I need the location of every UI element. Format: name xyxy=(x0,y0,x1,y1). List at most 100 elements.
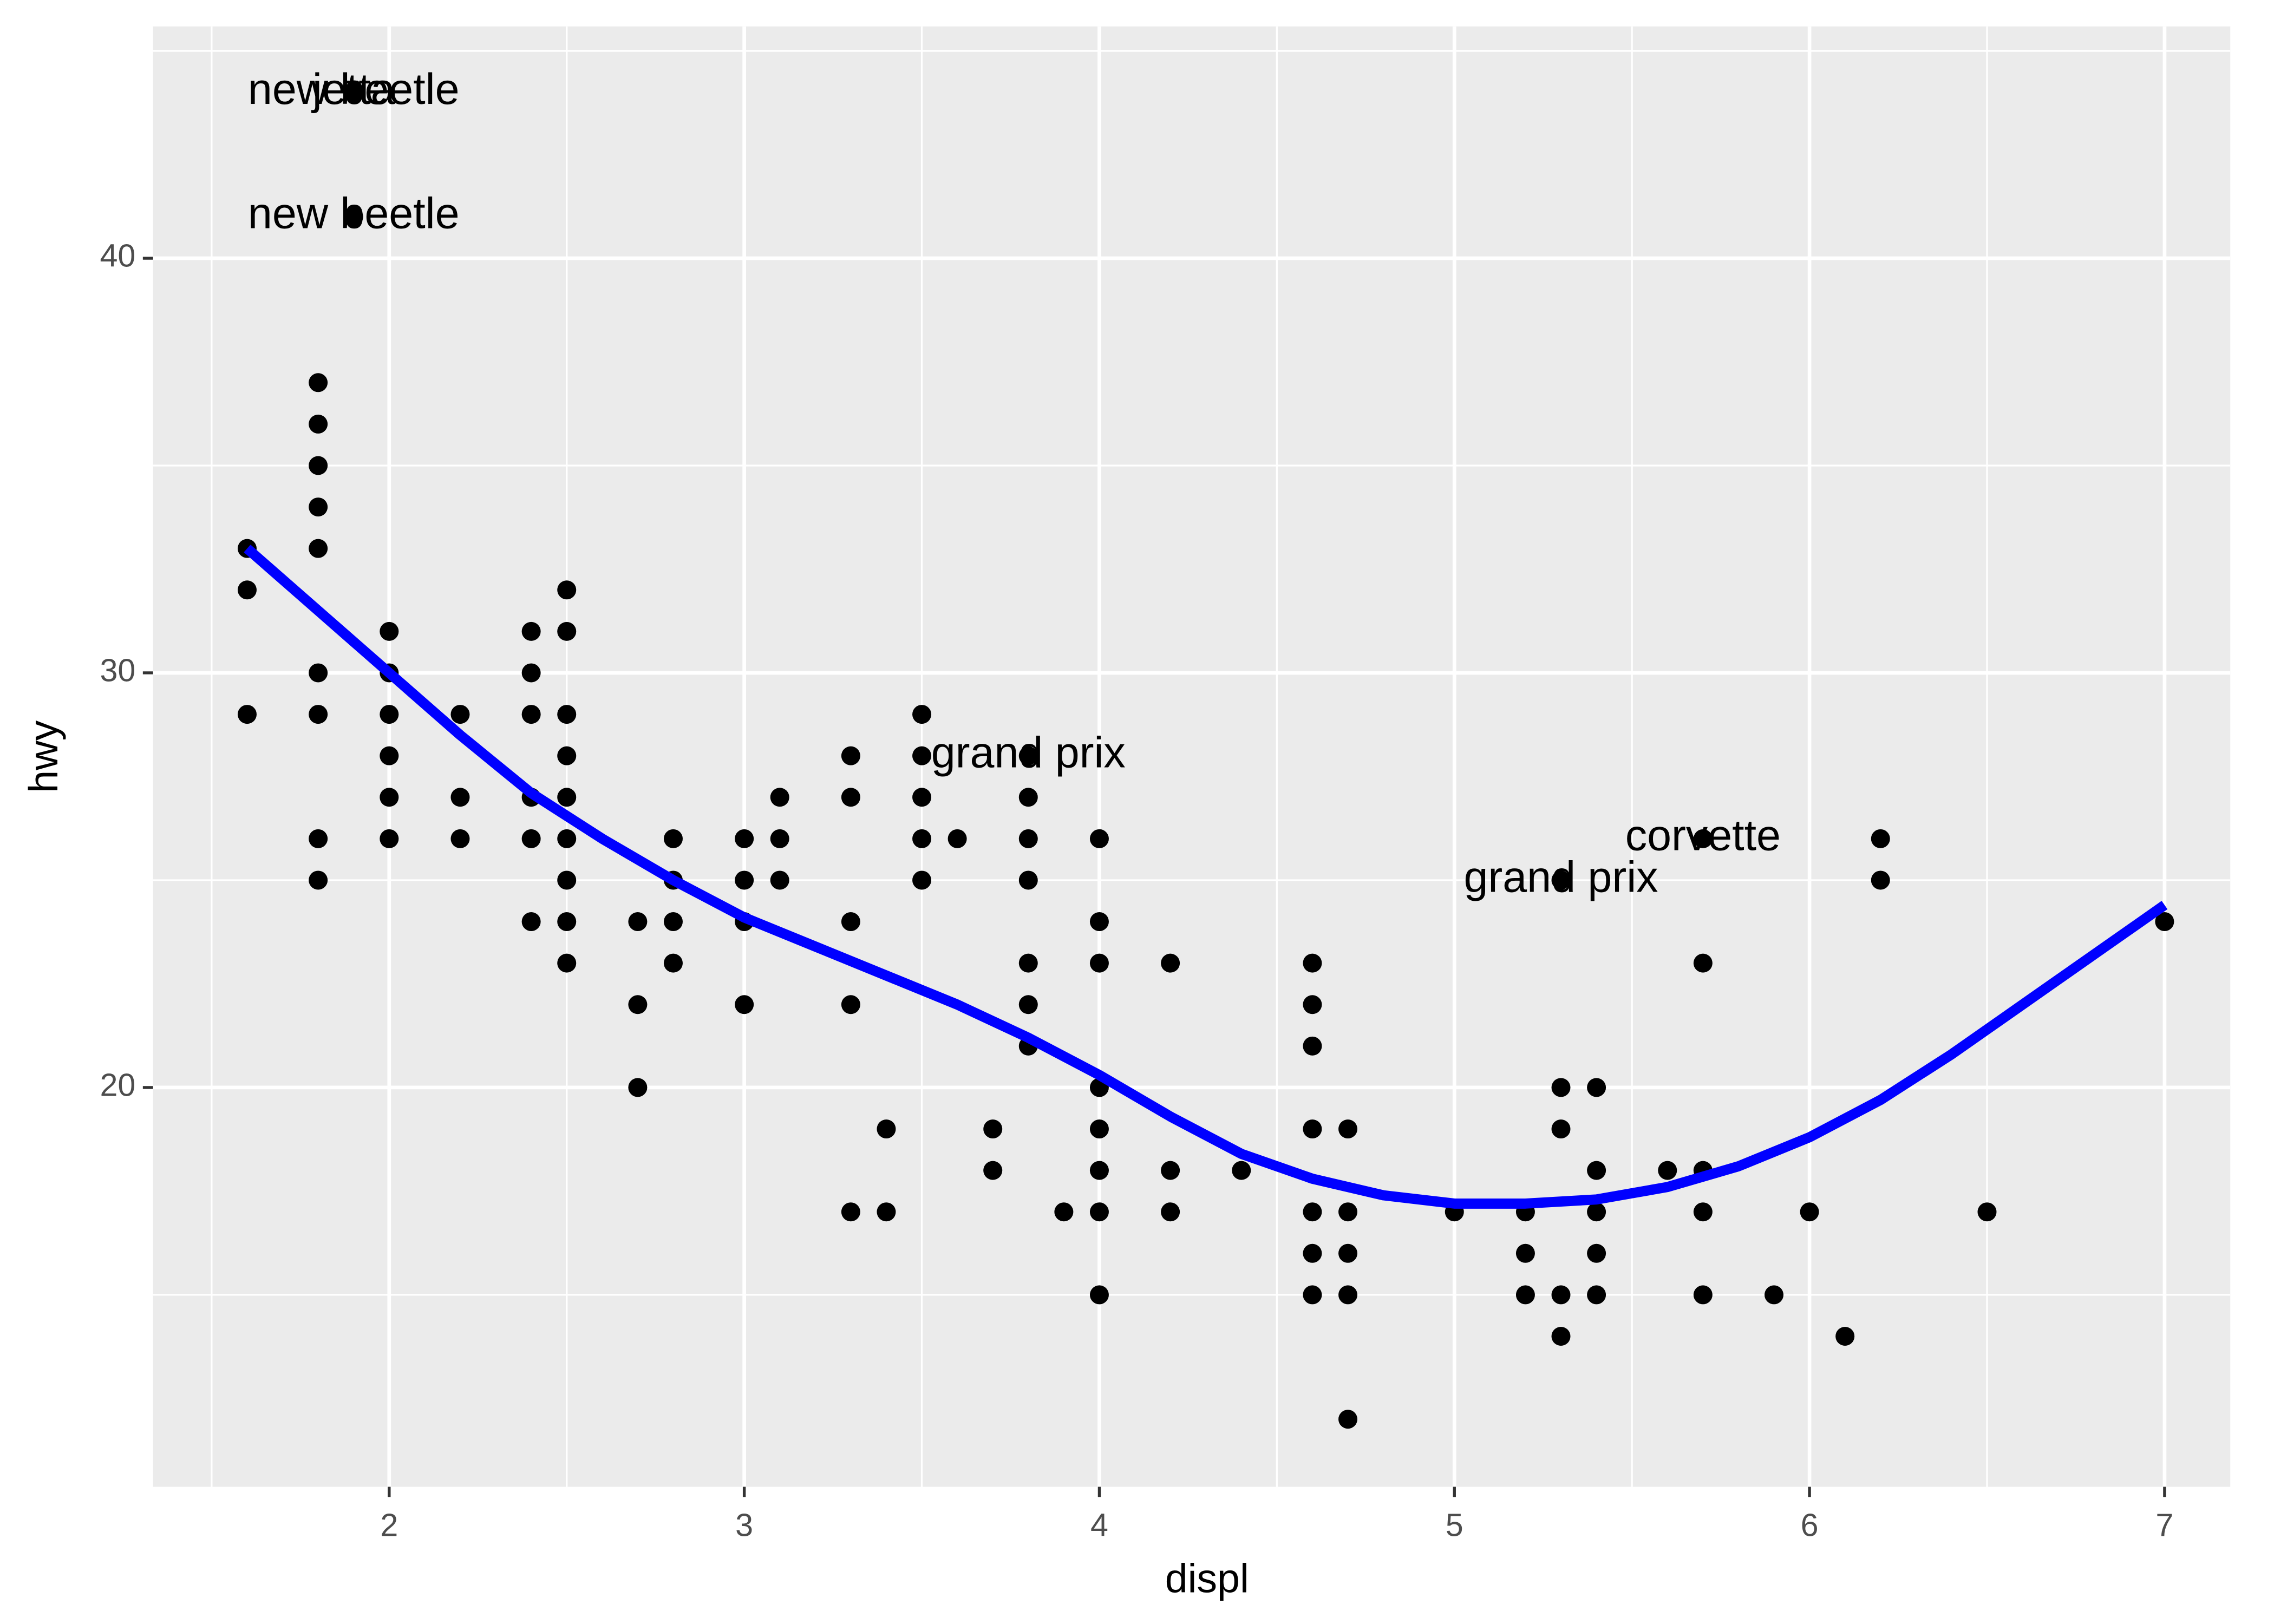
axes: 2 3 4 5 6 7 20 30 40 xyxy=(100,238,2174,1543)
point xyxy=(1693,1202,1713,1222)
point xyxy=(1018,788,1038,807)
point xyxy=(1551,1285,1571,1305)
x-tick-label: 2 xyxy=(380,1507,398,1543)
point xyxy=(1303,995,1322,1014)
point xyxy=(983,1119,1003,1139)
point xyxy=(521,663,541,683)
point xyxy=(557,829,577,848)
point xyxy=(1338,1202,1358,1222)
point xyxy=(1871,870,1890,890)
point xyxy=(1018,870,1038,890)
point xyxy=(557,912,577,932)
point xyxy=(1303,1285,1322,1305)
point xyxy=(1089,829,1109,848)
point xyxy=(237,580,257,600)
point xyxy=(521,621,541,641)
point xyxy=(309,373,328,392)
point xyxy=(628,912,648,932)
point xyxy=(1587,1078,1606,1097)
point xyxy=(912,705,932,724)
point xyxy=(1515,1285,1535,1305)
point xyxy=(1089,912,1109,932)
point xyxy=(1800,1202,1819,1222)
point xyxy=(877,1202,896,1222)
x-axis-title: displ xyxy=(1165,1555,1249,1601)
point xyxy=(841,746,860,765)
point xyxy=(309,414,328,434)
point xyxy=(309,829,328,848)
point xyxy=(841,1202,860,1222)
point xyxy=(1551,870,1571,890)
grid xyxy=(153,26,2231,1487)
point xyxy=(1089,1285,1109,1305)
point xyxy=(521,705,541,724)
point xyxy=(521,912,541,932)
point xyxy=(1551,1119,1571,1139)
point xyxy=(380,788,399,807)
point xyxy=(1018,953,1038,973)
x-tick-label: 6 xyxy=(1801,1507,1819,1543)
point xyxy=(450,705,470,724)
point xyxy=(841,788,860,807)
point xyxy=(309,663,328,683)
point xyxy=(557,621,577,641)
x-tick-label: 5 xyxy=(1446,1507,1463,1543)
point xyxy=(557,870,577,890)
point-label: grand prix xyxy=(931,728,1126,777)
point xyxy=(1161,1161,1180,1180)
point xyxy=(1693,953,1713,973)
point xyxy=(912,829,932,848)
point xyxy=(877,1119,896,1139)
point xyxy=(628,995,648,1014)
point xyxy=(344,83,363,102)
point xyxy=(1693,1285,1713,1305)
point xyxy=(557,953,577,973)
point xyxy=(380,829,399,848)
point xyxy=(1338,1410,1358,1429)
point xyxy=(1018,995,1038,1014)
point xyxy=(735,829,754,848)
point xyxy=(663,829,683,848)
point xyxy=(1551,1078,1571,1097)
point xyxy=(1515,1243,1535,1263)
point xyxy=(2155,912,2174,932)
point xyxy=(1765,1285,1784,1305)
smooth-line xyxy=(244,545,2168,1209)
point xyxy=(309,456,328,475)
point xyxy=(1871,829,1890,848)
point-label: new beetle xyxy=(248,65,460,114)
point-label: new beetle xyxy=(248,189,460,238)
point xyxy=(1338,1285,1358,1305)
point xyxy=(663,912,683,932)
point xyxy=(1303,1036,1322,1056)
point xyxy=(1089,1202,1109,1222)
point xyxy=(1658,1161,1677,1180)
y-tick-label: 40 xyxy=(100,238,136,274)
point-label: corvette xyxy=(1625,811,1781,860)
point xyxy=(912,870,932,890)
x-tick-label: 3 xyxy=(735,1507,753,1543)
point xyxy=(983,1161,1003,1180)
point xyxy=(1693,829,1713,848)
point xyxy=(948,829,967,848)
point xyxy=(912,788,932,807)
x-tick-label: 4 xyxy=(1090,1507,1108,1543)
point xyxy=(1303,1243,1322,1263)
y-tick-label: 20 xyxy=(100,1067,136,1103)
point xyxy=(521,829,541,848)
point xyxy=(1303,953,1322,973)
point xyxy=(1018,829,1038,848)
point xyxy=(237,705,257,724)
point xyxy=(1587,1161,1606,1180)
point xyxy=(1018,746,1038,765)
point xyxy=(1977,1202,1997,1222)
point xyxy=(770,788,789,807)
point xyxy=(1551,1326,1571,1346)
point xyxy=(1303,1119,1322,1139)
point xyxy=(309,705,328,724)
point xyxy=(1089,953,1109,973)
point xyxy=(1338,1243,1358,1263)
